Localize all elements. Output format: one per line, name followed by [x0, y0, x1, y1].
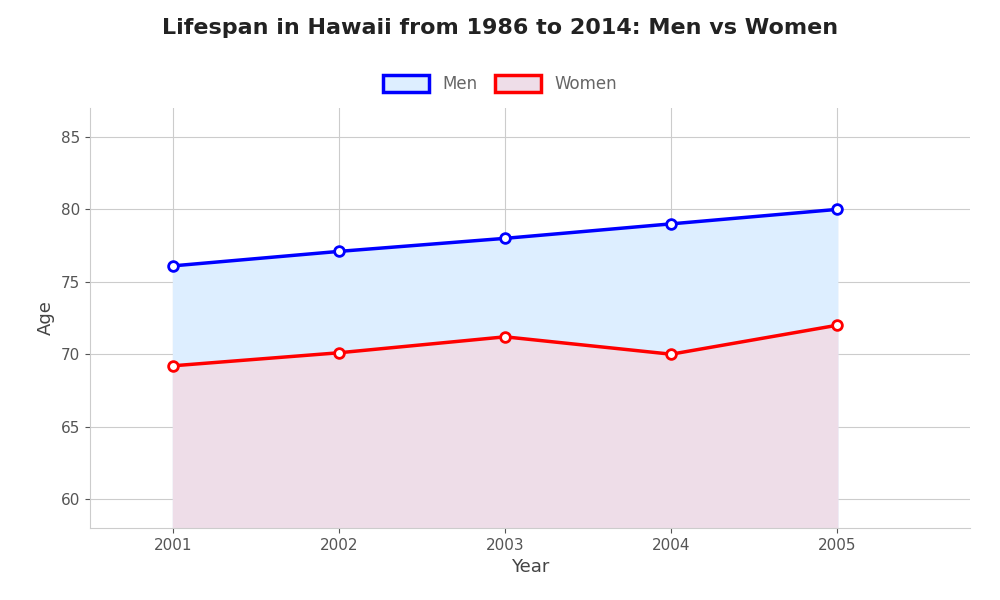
Legend: Men, Women: Men, Women [376, 68, 624, 100]
X-axis label: Year: Year [511, 558, 549, 576]
Text: Lifespan in Hawaii from 1986 to 2014: Men vs Women: Lifespan in Hawaii from 1986 to 2014: Me… [162, 18, 838, 38]
Y-axis label: Age: Age [37, 301, 55, 335]
